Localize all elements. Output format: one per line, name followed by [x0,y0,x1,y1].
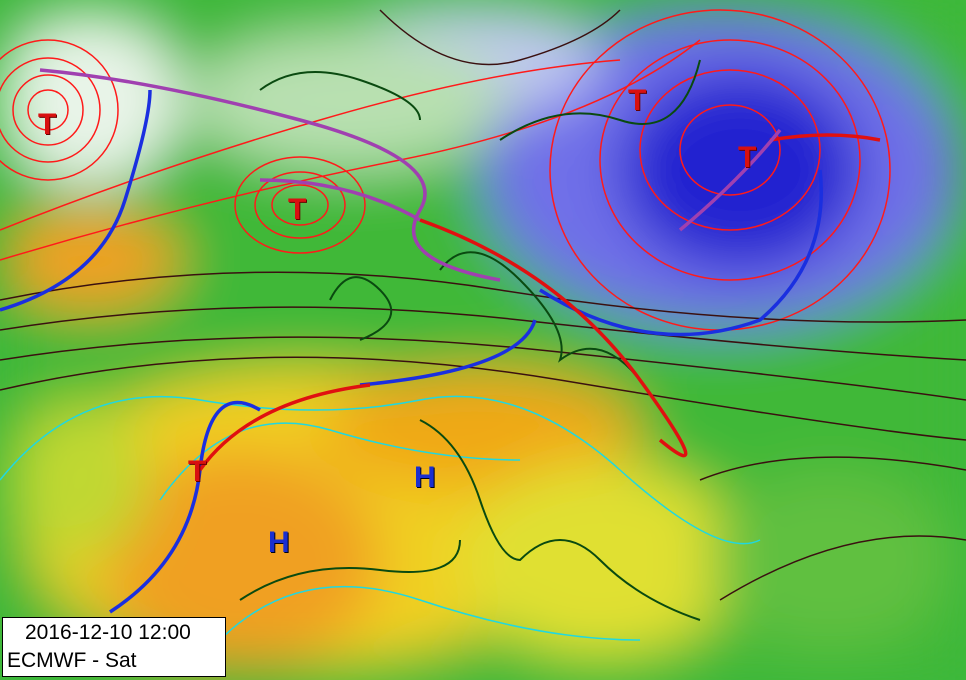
cold-front [109,400,261,614]
cold-front [539,169,823,337]
occluded-front [39,68,501,282]
coastlines [239,59,701,621]
occluded-front [678,128,782,232]
low-pressure-center: T [288,193,307,226]
warm-front [769,133,881,142]
high-pressure-center: H [268,526,290,559]
warm-front [198,383,371,472]
low-pressure-center: T [628,84,647,117]
high-pressure-center: H [414,461,436,494]
warm-front [419,218,688,458]
model-source: ECMWF - Sat [7,649,137,672]
info-box: 2016-12-10 12:00 ECMWF - Sat [2,617,226,677]
fronts [0,68,881,614]
cold-front [359,319,537,387]
occluded-front [259,178,421,222]
forecast-datetime: 2016-12-10 12:00 [25,621,191,644]
low-pressure-center: T [188,455,207,488]
low-pressure-center: T [38,108,57,141]
low-pressure-center: T [738,141,757,174]
cold-front [0,89,152,312]
